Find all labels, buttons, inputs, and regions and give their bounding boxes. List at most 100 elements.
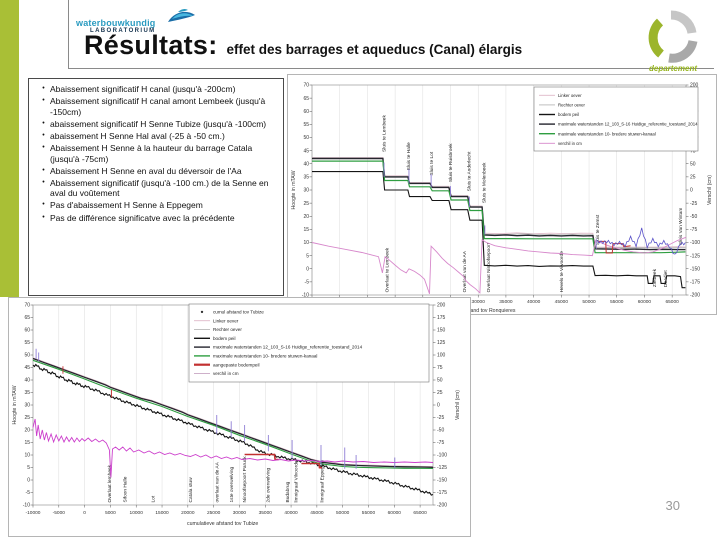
svg-text:Sluis te Zemst: Sluis te Zemst xyxy=(595,214,601,245)
svg-text:35: 35 xyxy=(303,175,309,181)
svg-text:60: 60 xyxy=(24,328,30,334)
svg-text:15: 15 xyxy=(303,227,309,233)
svg-text:5000: 5000 xyxy=(105,510,116,516)
title-main: Résultats: xyxy=(84,30,218,60)
svg-text:-175: -175 xyxy=(437,490,447,496)
svg-text:-5: -5 xyxy=(305,280,310,286)
svg-text:50000: 50000 xyxy=(582,299,596,305)
svg-text:-125: -125 xyxy=(437,465,447,471)
bullet-text: abaissement significatif H Senne Tubize … xyxy=(50,118,267,129)
series-line xyxy=(32,363,434,496)
svg-text:45: 45 xyxy=(303,148,309,154)
svg-text:-50: -50 xyxy=(690,214,697,220)
svg-text:65: 65 xyxy=(24,315,30,321)
series xyxy=(32,357,434,496)
svg-text:100: 100 xyxy=(437,353,446,359)
bullet-item: • Abaissement significatif (jusqu'à -100 … xyxy=(37,178,279,199)
svg-text:200: 200 xyxy=(437,303,446,309)
header-divider-horizontal xyxy=(68,68,714,69)
senne-chart: -10000 -5000 0 5000 10000 15000 20000 25000 3000… xyxy=(8,297,471,537)
svg-text:maximale waterstanden 12_103_S: maximale waterstanden 12_103_S-16 Huidig… xyxy=(213,345,363,350)
laboratorium-logo-text: LABORATORIUM xyxy=(90,28,156,34)
svg-text:40: 40 xyxy=(303,161,309,167)
svg-text:-5000: -5000 xyxy=(53,510,66,516)
svg-text:75: 75 xyxy=(690,148,696,154)
svg-text:150: 150 xyxy=(437,328,446,334)
svg-text:15: 15 xyxy=(24,440,30,446)
canal-chart: 0500010000150002000025000300003500040000… xyxy=(287,74,717,315)
svg-text:Sluis te Halle: Sluis te Halle xyxy=(406,142,412,170)
annotations: Sluis te Lembeek Sluis te Halle Sluis te L… xyxy=(382,115,684,293)
svg-text:0: 0 xyxy=(27,478,30,484)
svg-text:-100: -100 xyxy=(690,240,700,246)
svg-text:Rechter oever: Rechter oever xyxy=(558,103,586,108)
svg-text:-10000: -10000 xyxy=(26,510,41,516)
svg-text:cumulatieve afstand tov Ronqui: cumulatieve afstand tov Ronquieres xyxy=(433,308,516,314)
series-line xyxy=(596,227,686,255)
svg-text:15000: 15000 xyxy=(155,510,169,516)
svg-text:50: 50 xyxy=(24,353,30,359)
svg-text:10: 10 xyxy=(24,453,30,459)
svg-text:maximale waterstanden 10- bred: maximale waterstanden 10- bredere stuwen… xyxy=(558,131,656,136)
svg-text:Overlaat te Lembeek: Overlaat te Lembeek xyxy=(385,247,391,292)
svg-text:-175: -175 xyxy=(690,280,700,286)
svg-text:125: 125 xyxy=(437,340,446,346)
bullet-item: • Abaissement significatif H canal amont … xyxy=(37,96,279,117)
svg-text:verchil in cm: verchil in cm xyxy=(213,371,239,376)
bullet-text: abaissement H Senne Hal aval (-25 à -50 … xyxy=(50,130,225,141)
svg-text:2de overwelving: 2de overwelving xyxy=(266,468,272,503)
svg-text:50: 50 xyxy=(303,135,309,141)
svg-text:70: 70 xyxy=(24,303,30,309)
series-line xyxy=(312,171,686,289)
legend: Linker oever Rechter oever bodem peil maxim… xyxy=(533,86,699,152)
svg-text:25000: 25000 xyxy=(207,510,221,516)
svg-text:30000: 30000 xyxy=(472,299,486,305)
svg-text:-200: -200 xyxy=(437,503,447,509)
svg-text:35000: 35000 xyxy=(499,299,513,305)
svg-text:limnigraaf Eppegem: limnigraaf Eppegem xyxy=(320,460,326,503)
bullet-item: • abaissement significatif H Senne Tubize… xyxy=(37,119,279,130)
svg-text:65000: 65000 xyxy=(413,510,427,516)
svg-text:75: 75 xyxy=(437,365,443,371)
bullet-marker: • xyxy=(42,97,45,105)
svg-text:25: 25 xyxy=(303,201,309,207)
svg-text:40000: 40000 xyxy=(284,510,298,516)
spikes xyxy=(35,348,396,469)
svg-text:-5: -5 xyxy=(26,490,31,496)
svg-text:40: 40 xyxy=(24,378,30,384)
svg-text:Verschil (cm): Verschil (cm) xyxy=(707,175,713,205)
header-divider-vertical xyxy=(68,0,69,68)
svg-text:35000: 35000 xyxy=(259,510,273,516)
svg-text:60: 60 xyxy=(303,109,309,115)
series xyxy=(311,157,687,295)
svg-text:-10: -10 xyxy=(23,503,30,509)
svg-text:65: 65 xyxy=(303,96,309,102)
svg-text:verchil in cm: verchil in cm xyxy=(558,141,582,146)
bullet-text: Abaissement significatif H canal amont L… xyxy=(50,96,266,117)
title-subtitle: effet des barrages et aqueducs (Canal) é… xyxy=(226,42,523,57)
svg-text:45: 45 xyxy=(24,365,30,371)
svg-text:175: 175 xyxy=(437,315,446,321)
svg-text:50000: 50000 xyxy=(336,510,350,516)
bullet-item: • Pas d'abaissement H Senne à Eppegem xyxy=(37,200,279,211)
svg-text:-50: -50 xyxy=(437,428,444,434)
svg-text:Lot: Lot xyxy=(150,495,156,502)
bullet-marker: • xyxy=(42,213,45,221)
bullet-marker: • xyxy=(42,178,45,186)
svg-text:-100: -100 xyxy=(437,453,447,459)
svg-text:5: 5 xyxy=(27,465,30,471)
svg-text:65000: 65000 xyxy=(665,299,679,305)
svg-text:200: 200 xyxy=(690,83,699,89)
svg-text:Sluis te Lembeek: Sluis te Lembeek xyxy=(382,115,388,152)
bullet-text: Abaissement H Senne à la hauteur du barr… xyxy=(50,142,253,164)
bullet-text: Abaissement significatif H canal (jusqu'… xyxy=(50,84,236,94)
svg-text:20000: 20000 xyxy=(181,510,195,516)
bullet-text: Pas d'abaissement H Senne à Eppegem xyxy=(50,200,203,211)
svg-text:Zielbeek: Zielbeek xyxy=(652,268,658,287)
series-line xyxy=(311,236,687,295)
svg-text:55: 55 xyxy=(303,122,309,128)
departement-logo: departement Mobiliteit en Openbare Werke… xyxy=(630,8,716,84)
svg-text:50: 50 xyxy=(690,161,696,167)
svg-text:maximale waterstanden 12_103_S: maximale waterstanden 12_103_S-16 Huidig… xyxy=(558,122,698,127)
svg-text:30000: 30000 xyxy=(233,510,247,516)
